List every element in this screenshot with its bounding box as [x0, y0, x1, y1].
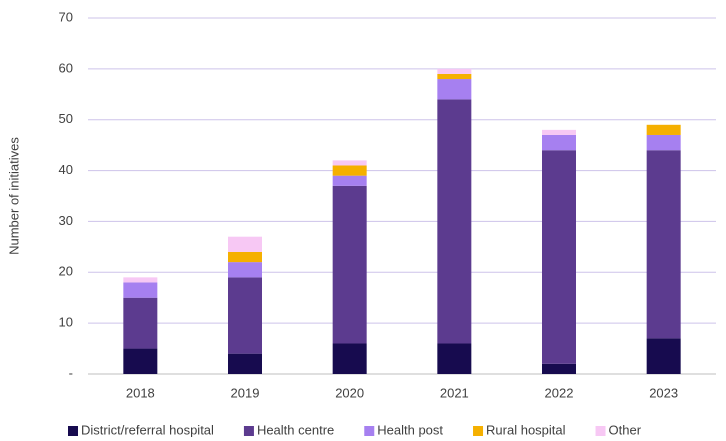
legend-label: Health post — [377, 422, 443, 437]
legend-label: Health centre — [257, 422, 334, 437]
bar-segment — [332, 160, 367, 166]
bar-segment — [228, 251, 262, 263]
bar-segment — [437, 68, 472, 74]
bar-segment — [228, 236, 262, 252]
bar-segment — [332, 175, 367, 186]
legend-swatch — [364, 426, 375, 436]
bar-segment — [437, 99, 472, 344]
y-tick-label: 30 — [59, 213, 73, 228]
legend-label: District/referral hospital — [81, 422, 214, 437]
x-tick-label: 2023 — [649, 385, 678, 400]
legend-swatch — [68, 426, 78, 436]
bar-segment — [123, 297, 158, 349]
bar-segment — [542, 134, 576, 151]
bar-segment — [228, 262, 262, 278]
bar-segment — [332, 343, 367, 374]
bar-segment — [542, 129, 576, 135]
bar-segment — [123, 282, 158, 298]
x-tick-label: 2019 — [231, 385, 260, 400]
y-tick-label: - — [69, 365, 73, 380]
y-tick-label: 50 — [59, 111, 73, 126]
bar-segment — [228, 277, 262, 354]
x-tick-label: 2021 — [440, 385, 469, 400]
bar-segment — [437, 343, 472, 374]
bar-segment — [332, 165, 367, 176]
bar-segment — [646, 150, 681, 339]
bar-segment — [646, 134, 681, 151]
bar-segment — [437, 79, 472, 100]
bar-segment — [437, 73, 472, 80]
legend-swatch — [243, 426, 254, 436]
bar-segment — [123, 277, 158, 283]
bar-segment — [228, 353, 262, 374]
y-tick-label: 40 — [59, 162, 73, 177]
legend-swatch — [473, 426, 484, 436]
y-tick-label: 70 — [59, 9, 73, 24]
x-tick-label: 2022 — [545, 385, 574, 400]
bar-segment — [646, 338, 681, 374]
x-tick-label: 2018 — [126, 385, 155, 400]
legend-label: Other — [609, 422, 642, 437]
bar-segment — [646, 124, 681, 135]
y-tick-label: 10 — [59, 315, 73, 330]
legend-swatch — [595, 426, 606, 436]
bar-segment — [542, 150, 576, 364]
legend-label: Rural hospital — [486, 422, 566, 437]
bar-segment — [123, 348, 158, 374]
y-axis-label: Number of initiatives — [6, 137, 21, 255]
y-tick-label: 20 — [59, 264, 73, 279]
y-tick-label: 60 — [59, 60, 73, 75]
bar-segment — [332, 185, 367, 344]
x-tick-label: 2020 — [335, 385, 364, 400]
bar-segment — [542, 363, 576, 374]
